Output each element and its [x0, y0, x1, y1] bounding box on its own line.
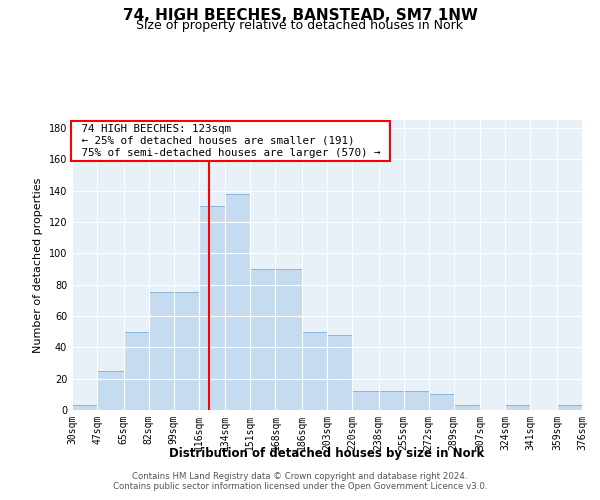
Bar: [199, 206, 225, 410]
Bar: [275, 269, 302, 410]
Y-axis label: Number of detached properties: Number of detached properties: [33, 178, 43, 352]
Bar: [302, 332, 327, 410]
Text: 74 HIGH BEECHES: 123sqm 
 ← 25% of detached houses are smaller (191) 
 75% of se: 74 HIGH BEECHES: 123sqm ← 25% of detache…: [74, 124, 386, 158]
Bar: [225, 194, 250, 410]
Text: Distribution of detached houses by size in Nork: Distribution of detached houses by size …: [169, 448, 485, 460]
Bar: [124, 332, 149, 410]
Bar: [404, 391, 429, 410]
Bar: [149, 292, 174, 410]
Bar: [352, 391, 379, 410]
Text: 74, HIGH BEECHES, BANSTEAD, SM7 1NW: 74, HIGH BEECHES, BANSTEAD, SM7 1NW: [122, 8, 478, 22]
Bar: [379, 391, 404, 410]
Bar: [429, 394, 454, 410]
Bar: [505, 406, 530, 410]
Bar: [97, 371, 124, 410]
Text: Contains HM Land Registry data © Crown copyright and database right 2024.: Contains HM Land Registry data © Crown c…: [132, 472, 468, 481]
Text: Size of property relative to detached houses in Nork: Size of property relative to detached ho…: [137, 19, 464, 32]
Text: Contains public sector information licensed under the Open Government Licence v3: Contains public sector information licen…: [113, 482, 487, 491]
Bar: [454, 406, 480, 410]
Bar: [174, 292, 199, 410]
Bar: [557, 406, 582, 410]
Bar: [327, 335, 352, 410]
Bar: [72, 406, 97, 410]
Bar: [250, 269, 275, 410]
